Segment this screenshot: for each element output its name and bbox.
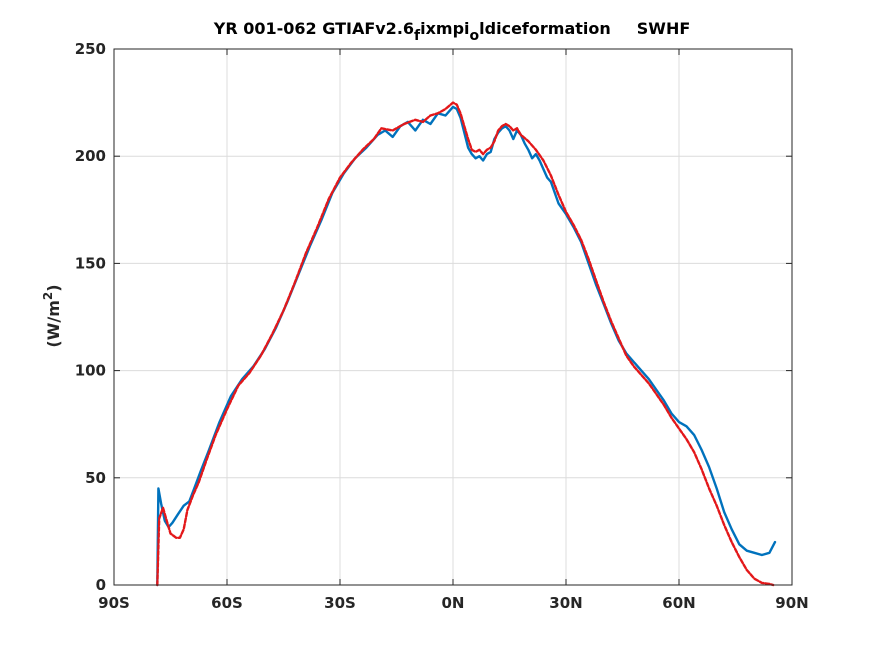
series-layer xyxy=(156,101,777,587)
x-tick-label: 90N xyxy=(775,594,808,612)
y-axis-title-prefix: (W/m xyxy=(44,300,63,347)
x-tick-labels: 90S 60S 30S 0N 30N 60N 90N xyxy=(98,594,809,612)
x-tick-label: 60N xyxy=(662,594,695,612)
y-tick-labels: 0 50 100 150 200 250 xyxy=(75,40,106,594)
y-tick-label: 200 xyxy=(75,147,106,165)
chart-title: YR 001-062 GTIAFv2.6fixmpioldiceformatio… xyxy=(213,19,691,44)
title-sub-o: o xyxy=(470,28,480,44)
title-main: YR 001-062 GTIAFv2.6 xyxy=(213,19,414,38)
series-line-2 xyxy=(156,101,775,587)
x-tick-label: 30S xyxy=(324,594,356,612)
title-field: SWHF xyxy=(637,19,691,38)
y-axis-title-suffix: ) xyxy=(44,284,63,291)
x-tick-label: 90S xyxy=(98,594,130,612)
tick-marks xyxy=(113,48,793,586)
title-mid: ixmpi xyxy=(420,19,469,38)
y-axis-title-sup: 2 xyxy=(41,292,55,300)
y-tick-label: 150 xyxy=(75,254,106,272)
y-tick-label: 100 xyxy=(75,362,106,380)
x-tick-label: 0N xyxy=(442,594,465,612)
title-tail: ldiceformation xyxy=(479,19,611,38)
y-tick-label: 250 xyxy=(75,40,106,58)
x-tick-label: 60S xyxy=(211,594,243,612)
title-sub-f: f xyxy=(414,28,421,44)
y-axis-title: (W/m2) xyxy=(41,284,63,347)
y-tick-label: 0 xyxy=(96,576,106,594)
y-tick-label: 50 xyxy=(85,469,106,487)
x-tick-label: 30N xyxy=(549,594,582,612)
